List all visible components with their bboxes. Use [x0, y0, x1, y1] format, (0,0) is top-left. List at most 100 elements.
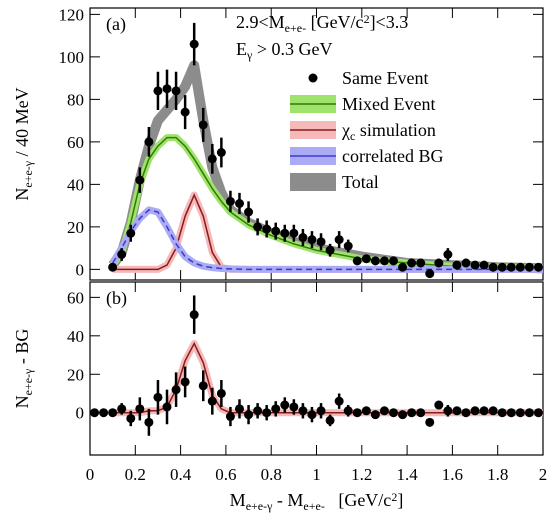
data-point	[189, 310, 199, 320]
text-segment: ]	[397, 490, 403, 510]
data-point	[253, 222, 263, 232]
data-point	[379, 406, 389, 416]
text-segment: e+e-γ	[246, 499, 273, 513]
data-point	[461, 258, 471, 268]
data-point	[352, 408, 362, 418]
data-point	[171, 86, 181, 96]
data-point	[207, 396, 217, 406]
data-point	[262, 224, 272, 234]
data-point	[216, 388, 226, 398]
x-tick-label: 0.8	[261, 465, 282, 484]
data-point	[343, 406, 353, 416]
x-tick-label: 1.4	[396, 465, 418, 484]
data-point	[216, 148, 226, 157]
data-point	[398, 262, 408, 272]
data-point	[144, 417, 154, 427]
legend-label: Total	[342, 172, 379, 192]
data-point	[443, 250, 453, 259]
data-point	[144, 137, 154, 147]
data-point	[244, 207, 254, 217]
panel-label: (a)	[106, 14, 126, 35]
text-segment: [GeV/c	[306, 12, 363, 32]
data-point	[470, 406, 480, 416]
text-segment: 2	[364, 12, 370, 26]
data-point	[524, 262, 534, 272]
y-tick-label: 0	[76, 404, 85, 423]
data-point	[316, 406, 326, 416]
data-point	[470, 260, 480, 270]
text-segment: c	[350, 129, 355, 143]
data-point	[225, 196, 235, 206]
panel-label: (b)	[106, 288, 127, 309]
text-segment: χ	[341, 120, 350, 140]
x-tick-label: 1.2	[351, 465, 372, 484]
text-segment: γ	[246, 48, 253, 62]
data-point	[361, 254, 371, 264]
data-point	[506, 262, 516, 272]
data-point	[497, 408, 507, 418]
data-point	[108, 408, 118, 418]
text-segment: 2.9<M	[236, 12, 285, 32]
data-point	[162, 84, 172, 94]
data-point	[153, 86, 163, 96]
data-point	[117, 404, 127, 414]
data-point	[452, 260, 462, 270]
y-tick-label: 20	[67, 365, 84, 384]
data-point	[198, 120, 208, 130]
x-tick-label: 1.8	[487, 465, 508, 484]
legend-label: χc simulation	[341, 120, 436, 143]
text-segment: e+e-γ	[21, 368, 35, 395]
data-point	[135, 404, 145, 414]
data-point	[370, 410, 380, 420]
data-point	[416, 258, 426, 268]
data-point	[334, 235, 344, 245]
x-tick-label: 1.6	[442, 465, 463, 484]
data-point	[271, 226, 281, 236]
data-point	[524, 408, 534, 418]
data-point	[461, 408, 471, 418]
data-point	[298, 233, 308, 242]
data-point	[325, 245, 335, 255]
data-point	[180, 107, 190, 117]
data-point	[389, 256, 399, 266]
data-point	[425, 417, 435, 427]
data-point	[225, 412, 235, 422]
x-tick-label: 0.4	[170, 465, 192, 484]
data-point	[271, 404, 281, 414]
data-point	[389, 408, 399, 418]
data-point	[334, 396, 344, 406]
data-point	[99, 408, 109, 418]
data-point	[244, 410, 254, 420]
text-segment: > 0.3 GeV	[252, 39, 332, 59]
legend-marker	[308, 73, 318, 83]
text-segment: e+e-	[285, 21, 306, 35]
data-point	[533, 408, 543, 418]
text-segment: - BG	[12, 329, 32, 369]
data-point	[117, 250, 127, 259]
data-point	[307, 410, 317, 420]
text-segment: e+e-γ	[21, 160, 35, 187]
data-point	[280, 228, 290, 238]
text-segment: M	[230, 490, 246, 510]
text-segment: E	[236, 39, 247, 59]
plot-area	[108, 22, 543, 279]
data-point	[407, 408, 417, 418]
data-point	[90, 408, 100, 418]
data-point	[533, 262, 543, 272]
data-point	[162, 402, 172, 412]
text-segment: ]<3.3	[370, 12, 409, 32]
data-point	[506, 408, 516, 418]
data-point	[126, 228, 136, 238]
data-point	[207, 154, 217, 164]
data-point	[488, 406, 498, 416]
data-point	[515, 408, 525, 418]
x-tick-label: 2	[539, 465, 548, 484]
legend-label: correlated BG	[342, 146, 443, 166]
model-band	[109, 206, 543, 273]
data-point	[407, 258, 417, 268]
annotation: Eγ > 0.3 GeV	[236, 39, 332, 62]
data-point	[262, 408, 272, 418]
text-segment: - M	[272, 490, 303, 510]
data-point	[352, 256, 362, 266]
x-tick-label: 0	[86, 465, 95, 484]
